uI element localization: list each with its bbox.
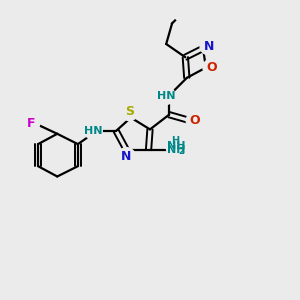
Circle shape: [186, 112, 204, 129]
Circle shape: [121, 103, 138, 121]
Circle shape: [168, 141, 185, 159]
Text: HN: HN: [84, 126, 103, 136]
Text: 2: 2: [179, 147, 185, 156]
Text: N: N: [204, 40, 214, 52]
Circle shape: [22, 115, 40, 132]
Circle shape: [203, 59, 221, 76]
Text: NH: NH: [167, 145, 186, 155]
Circle shape: [166, 137, 187, 158]
Text: NH: NH: [167, 142, 186, 152]
Text: O: O: [190, 114, 200, 127]
Circle shape: [200, 37, 218, 55]
Circle shape: [85, 122, 102, 140]
Text: H: H: [171, 136, 179, 146]
Text: HN: HN: [157, 91, 176, 100]
Text: O: O: [206, 61, 217, 74]
Text: F: F: [26, 117, 35, 130]
Circle shape: [158, 87, 175, 104]
Text: N: N: [121, 150, 132, 163]
Circle shape: [118, 148, 135, 165]
Text: S: S: [125, 105, 134, 118]
